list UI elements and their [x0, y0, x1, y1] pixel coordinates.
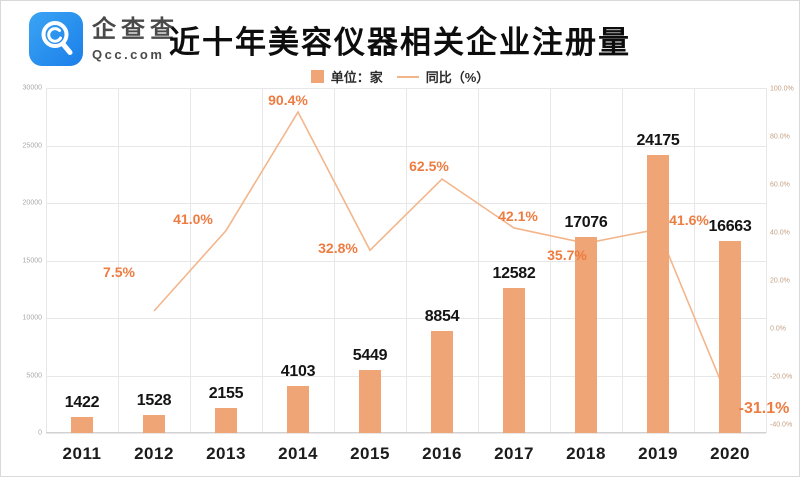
y-axis-tick-right: -20.0% [770, 373, 793, 381]
x-axis-line [46, 432, 766, 433]
gridline [46, 88, 47, 433]
gridline [334, 88, 335, 433]
gridline [262, 88, 263, 433]
x-axis-label: 2019 [638, 444, 678, 463]
plot-area: 30000 25000 20000 15000 10000 5000 0 100.0% 80.0… [23, 85, 794, 464]
bar-value-label: 1422 [64, 393, 100, 411]
y-axis-tick-right: 40.0% [770, 229, 790, 237]
yoy-line [153, 110, 731, 404]
bar-2019 [647, 155, 669, 433]
x-axis-label: 2013 [206, 444, 246, 463]
y-axis-tick-left: 15000 [22, 257, 42, 264]
legend-line-label: 同比（%） [425, 70, 490, 85]
line-point-label: 41.6% [669, 212, 709, 229]
legend-item-line: 同比（%） [396, 67, 490, 86]
bar-2013 [215, 408, 237, 433]
gridline [550, 88, 551, 433]
y-axis-tick-right: 80.0% [770, 133, 790, 141]
line-point-label: 42.1% [498, 207, 538, 224]
gridline [118, 88, 119, 433]
y-axis-tick-left: 30000 [22, 84, 42, 92]
y-axis-tick-right: 60.0% [770, 181, 790, 189]
line-point-label: 90.4% [268, 92, 308, 109]
y-axis-tick-left: 10000 [22, 314, 42, 322]
gridline [622, 88, 623, 433]
bar-value-label: 4103 [280, 362, 316, 380]
chart-legend: 单位：家 同比（%） [1, 67, 799, 86]
y-axis-tick-right: 100.0% [770, 85, 794, 93]
y-axis-tick-right: -40.0% [770, 421, 793, 429]
bar-2017 [503, 288, 525, 433]
qcc-logo: 企查查 Qcc.com [29, 12, 179, 66]
bar-2011 [71, 416, 93, 433]
bar-value-label: 5449 [352, 347, 388, 365]
bar-value-label: 12582 [492, 265, 536, 283]
chart-title: 近十年美容仪器相关企业注册量 [169, 25, 631, 60]
bar-2015 [359, 370, 381, 433]
bar-value-label: 17076 [564, 213, 608, 231]
qcc-logo-text: 企查查 Qcc.com [92, 15, 179, 62]
qcc-logo-icon [29, 12, 83, 66]
line-point-label: -31.1% [738, 399, 790, 417]
magnifier-icon [41, 21, 73, 55]
bar-value-label: 8854 [424, 308, 460, 326]
x-axis-label: 2011 [62, 444, 102, 463]
y-axis-tick-right: 20.0% [770, 277, 790, 285]
y-axis-tick-left: 25000 [22, 142, 42, 149]
legend-bar-label: 单位：家 [330, 70, 383, 85]
yoy-line-layer [153, 110, 731, 404]
gridline [190, 88, 191, 433]
bar-value-label: 1528 [136, 392, 172, 410]
bar-2020 [719, 241, 741, 433]
y-axis-tick-left: 20000 [22, 199, 42, 207]
y-axis-tick-right: 0.0% [770, 325, 786, 333]
bar-2014 [287, 385, 309, 433]
bar-2016 [431, 331, 453, 433]
x-axis-label: 2018 [566, 444, 606, 463]
y-axis-tick-left: 0 [38, 429, 42, 437]
gridline [694, 88, 695, 433]
line-point-label: 7.5% [103, 264, 135, 280]
bar-swatch-icon [310, 70, 324, 83]
gridline [406, 88, 407, 433]
x-axis-label: 2015 [350, 444, 390, 463]
x-axis-label: 2016 [422, 444, 462, 463]
gridline [766, 88, 767, 433]
bar-value-label: 16663 [708, 218, 752, 236]
x-axis-label: 2017 [494, 444, 534, 463]
line-swatch-icon [396, 75, 419, 78]
brand-name: 企查查 [92, 15, 179, 43]
x-axis-label: 2014 [278, 444, 318, 463]
bar-value-label: 24175 [636, 132, 680, 149]
line-point-label: 32.8% [318, 240, 358, 257]
legend-item-bar: 单位：家 [310, 67, 383, 86]
y-axis-tick-left: 5000 [26, 372, 42, 379]
line-point-label: 41.0% [173, 210, 213, 227]
line-point-label: 62.5% [409, 158, 449, 174]
gridline [478, 88, 479, 433]
brand-domain: Qcc.com [92, 46, 165, 62]
gridline [46, 433, 766, 434]
x-axis-label: 2020 [710, 444, 750, 463]
bar-2012 [143, 415, 165, 433]
bar-2018 [575, 236, 597, 433]
line-point-label: 35.7% [547, 247, 587, 264]
x-axis-label: 2012 [134, 444, 174, 463]
bar-value-label: 2155 [208, 385, 244, 403]
